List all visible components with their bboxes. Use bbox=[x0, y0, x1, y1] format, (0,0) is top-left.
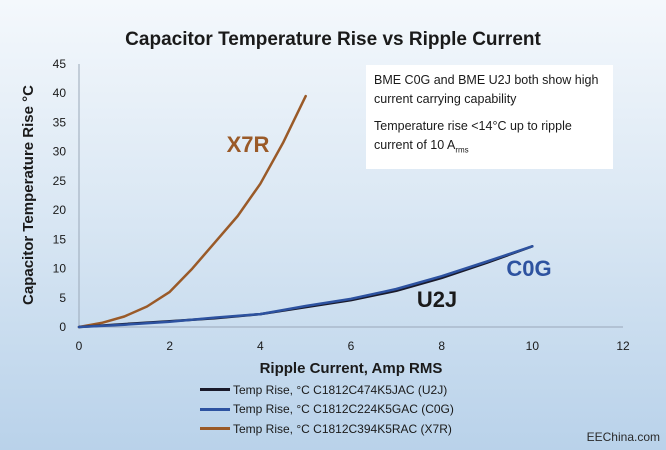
annotation-line-2: Temperature rise <14°C up to ripple curr… bbox=[374, 117, 605, 160]
x-tick-label: 6 bbox=[348, 339, 355, 353]
chart-lines bbox=[77, 94, 534, 329]
legend-label-x7r: Temp Rise, °C C1812C394K5RAC (X7R) bbox=[233, 421, 452, 436]
y-tick-label: 45 bbox=[53, 57, 67, 71]
y-tick-label: 40 bbox=[53, 86, 67, 100]
y-axis-title: Capacitor Temperature Rise °C bbox=[20, 85, 37, 305]
legend-item-c0g: Temp Rise, °C C1812C224K5GAC (C0G) bbox=[200, 400, 454, 420]
y-tick-label: 35 bbox=[53, 115, 67, 129]
y-tick-label: 25 bbox=[53, 174, 67, 188]
chart-ticks: 0 2 4 6 8 10 12 0 5 10 15 20 25 30 35 40 45 bbox=[53, 57, 630, 353]
y-tick-label: 5 bbox=[59, 291, 66, 305]
annotation-box: BME C0G and BME U2J both show high curre… bbox=[366, 65, 613, 169]
series-labels: U2J C0G X7R bbox=[227, 132, 552, 312]
chart-axes bbox=[78, 64, 623, 328]
y-tick-label: 30 bbox=[53, 145, 67, 159]
legend-item-u2j: Temp Rise, °C C1812C474K5JAC (U2J) bbox=[200, 380, 454, 400]
y-tick-label: 0 bbox=[59, 320, 66, 334]
x-tick-label: 10 bbox=[526, 339, 540, 353]
series-label-u2j: U2J bbox=[417, 287, 457, 312]
x-tick-label: 8 bbox=[438, 339, 445, 353]
x-tick-label: 2 bbox=[166, 339, 173, 353]
watermark: EEChina.com bbox=[586, 430, 660, 444]
x-tick-label: 12 bbox=[616, 339, 630, 353]
series-label-x7r: X7R bbox=[227, 132, 270, 157]
annotation-line-1: BME C0G and BME U2J both show high curre… bbox=[374, 73, 599, 106]
series-line-u2j bbox=[77, 245, 534, 329]
legend-label-u2j: Temp Rise, °C C1812C474K5JAC (U2J) bbox=[233, 382, 448, 397]
series-label-c0g: C0G bbox=[506, 256, 551, 281]
chart-title: Capacitor Temperature Rise vs Ripple Cur… bbox=[125, 29, 541, 50]
annotation-rms-subscript: rms bbox=[455, 145, 469, 155]
annotation-line-2-text: Temperature rise <14°C up to ripple curr… bbox=[374, 119, 572, 152]
legend-swatch-c0g bbox=[200, 407, 230, 411]
x-tick-label: 0 bbox=[76, 339, 83, 353]
y-tick-label: 15 bbox=[53, 232, 67, 246]
legend-item-x7r: Temp Rise, °C C1812C394K5RAC (X7R) bbox=[200, 419, 454, 439]
legend-label-c0g: Temp Rise, °C C1812C224K5GAC (C0G) bbox=[233, 402, 454, 417]
legend-swatch-u2j bbox=[200, 388, 230, 392]
x-axis-title: Ripple Current, Amp RMS bbox=[260, 360, 443, 377]
x-tick-label: 4 bbox=[257, 339, 264, 353]
y-tick-label: 20 bbox=[53, 203, 67, 217]
chart-legend: Temp Rise, °C C1812C474K5JAC (U2J) Temp … bbox=[200, 380, 454, 439]
y-tick-label: 10 bbox=[53, 262, 67, 276]
series-line-c0g bbox=[77, 245, 534, 329]
series-line-x7r bbox=[77, 94, 307, 329]
legend-swatch-x7r bbox=[200, 427, 230, 431]
